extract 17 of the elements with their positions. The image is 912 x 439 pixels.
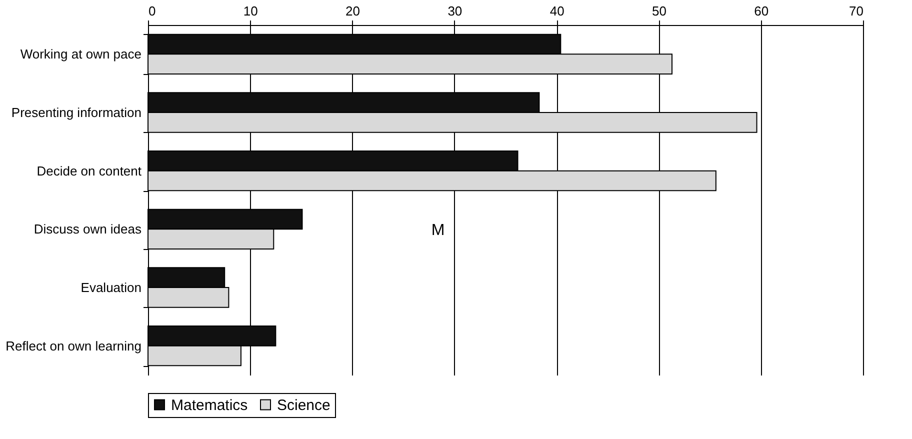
- x-tick-label: 50: [652, 4, 666, 18]
- x-tick-label: 70: [849, 4, 864, 18]
- annotation: M: [431, 222, 445, 239]
- legend-label: Science: [277, 396, 330, 414]
- y-tick-label: Discuss own ideas: [34, 222, 142, 237]
- y-tick-label: Presenting information: [11, 105, 142, 120]
- legend-label: Matematics: [171, 396, 248, 414]
- y-tick-label: Evaluation: [80, 280, 142, 295]
- x-tick-label: 10: [243, 4, 258, 18]
- x-tick-label: 0: [148, 4, 156, 18]
- x-tick-label: 60: [754, 4, 769, 18]
- y-tick-label: Reflect on own learning: [6, 338, 142, 354]
- x-tick-label: 40: [550, 4, 564, 18]
- x-tick-label: 30: [448, 4, 462, 18]
- y-tick-label: Decide on content: [36, 163, 142, 178]
- y-tick-label: Working at own pace: [20, 46, 142, 62]
- x-tick-label: 20: [346, 4, 360, 18]
